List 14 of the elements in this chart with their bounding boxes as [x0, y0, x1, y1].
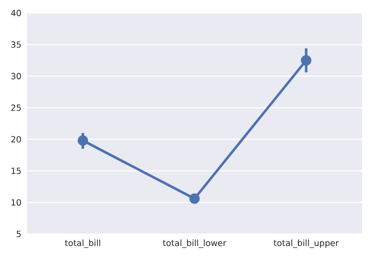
x-tick-label: total_bill_upper	[274, 240, 339, 248]
y-tick-label: 25	[11, 104, 21, 111]
y-tick-label: 30	[11, 72, 21, 80]
y-tick-label: 10	[12, 199, 21, 206]
y-tick-label: 40	[11, 10, 21, 16]
point	[300, 55, 312, 66]
point	[189, 193, 200, 204]
point	[78, 135, 88, 146]
x-tick-label: total_bill	[64, 240, 100, 248]
y-tick-label: 5	[16, 230, 21, 238]
x-tick-label: total_bill_lower	[162, 240, 226, 248]
y-tick-label: 15	[12, 168, 21, 174]
y-tick-label: 35	[11, 41, 21, 48]
y-tick-label: 20	[11, 136, 21, 142]
